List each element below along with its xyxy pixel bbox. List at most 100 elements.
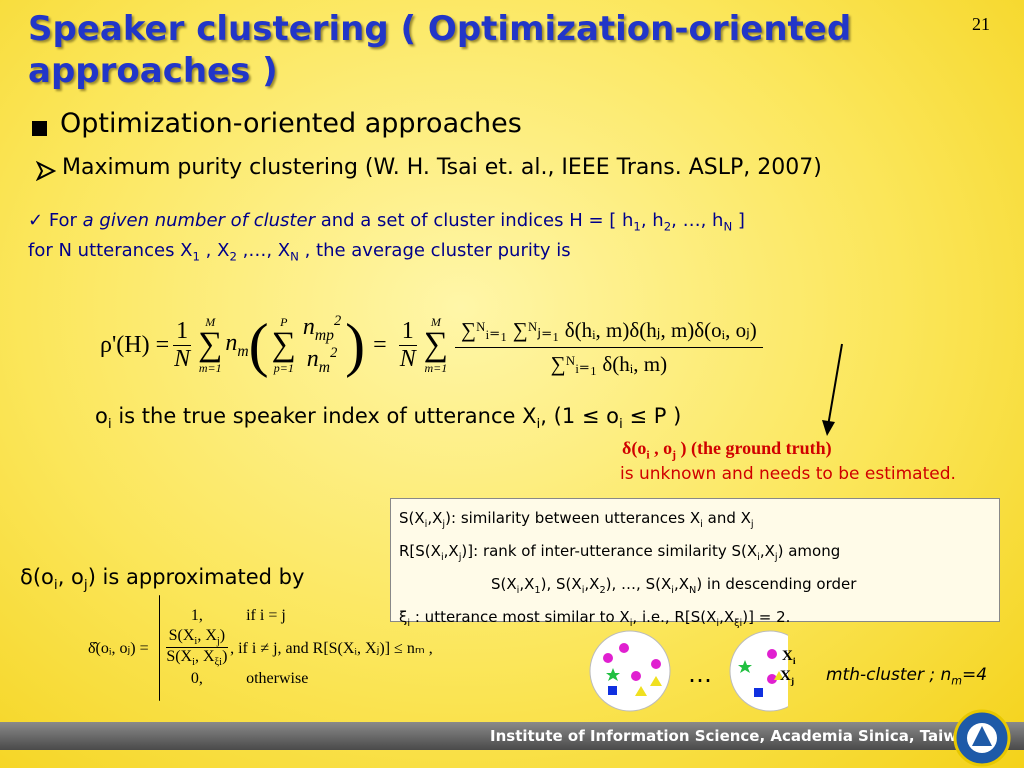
logo [953, 709, 1011, 767]
sub: m=1 [198, 361, 222, 375]
text-run: , X [199, 240, 230, 261]
sum: M ∑ m=1 [198, 316, 222, 374]
subscript: j [672, 448, 676, 462]
text-run: o [95, 404, 108, 428]
num: 1 [173, 318, 192, 346]
sigma: ∑ [198, 326, 223, 363]
text-run: =4 [962, 665, 988, 685]
num: S(Xi, Xj) [165, 626, 229, 648]
text-run: for N utterances X [28, 240, 193, 261]
subscript: i [671, 585, 674, 596]
text-run: , o [649, 438, 673, 458]
xj-label: Xj [780, 668, 794, 687]
num: nmp2 [303, 313, 341, 345]
text-run: ,X [584, 575, 600, 593]
text-run: ≤ P ) [622, 404, 682, 428]
den: nm2 [303, 345, 341, 377]
text-run: ), S(X [540, 575, 582, 593]
text-run: S(X [168, 626, 195, 644]
title: Speaker clustering ( Optimization-orient… [28, 9, 852, 91]
text-run: )]: rank of inter-utterance similarity S… [461, 542, 758, 560]
brace [158, 594, 160, 701]
text-run: , h [640, 210, 664, 231]
subscript: 1 [192, 249, 200, 264]
text-run: and X [702, 509, 751, 527]
text-run: ) [222, 648, 228, 665]
eq: = [373, 331, 387, 358]
sup: M [205, 315, 216, 329]
subscript: i [407, 618, 411, 629]
sub: m=1 [424, 361, 448, 375]
sum: M ∑ m=1 [424, 316, 448, 374]
cond: otherwise [246, 670, 309, 688]
arrow-bullet [36, 160, 56, 182]
text-run: ) (the ground truth) [676, 438, 832, 458]
box-line: S(Xi,X1), S(Xi,X2), …, S(Xi,XN) in desce… [399, 571, 999, 604]
subscript: i [424, 519, 428, 530]
text-run: n [225, 329, 238, 356]
subscript: m [237, 342, 249, 360]
den: ∑ᴺᵢ₌₁ δ(hᵢ, m) [550, 351, 668, 376]
subscript: i [716, 618, 720, 629]
subscript: 1 [633, 219, 641, 234]
subscript: N [290, 249, 299, 264]
frac: ∑ᴺᵢ₌₁ ∑ᴺⱼ₌₁ δ(hᵢ, m)δ(hⱼ, m)δ(oᵢ, oⱼ) ∑ᴺᵢ… [454, 314, 763, 377]
text-run: mth-cluster ; n [826, 665, 952, 685]
paren: ( [248, 311, 269, 378]
subscript: N [689, 585, 697, 596]
lead: For [48, 210, 77, 231]
check: ✓ [28, 210, 49, 231]
cases: 1, if i = j S(Xi, Xj) S(Xi, Xξi), if i ≠ j… [165, 606, 433, 688]
text-run: ) is approximated by [87, 565, 305, 589]
lhs: ρ'(H) = [100, 331, 170, 358]
text-run: ,X [427, 509, 443, 527]
subscript: j [774, 552, 778, 563]
subscript: 2 [599, 585, 606, 596]
box-line: S(Xi,Xj): similarity between utterances … [399, 505, 999, 538]
subscript: i [107, 416, 112, 433]
text-run: , i.e., R[S(X [632, 608, 717, 626]
ground-truth: δ(oi , oj ) (the ground truth) [622, 438, 832, 462]
subscript: i [646, 448, 650, 462]
subscript: i [792, 656, 796, 667]
text-run: S(X [491, 575, 517, 593]
frac: nmp2 nm2 [303, 313, 341, 377]
box-line: ξi : utterance most similar to Xi, i.e.,… [399, 604, 999, 637]
text-run: )] = 2. [742, 608, 791, 626]
text-run: X [780, 668, 791, 684]
case: 0, [190, 670, 203, 688]
text-run: ): similarity between utterances X [445, 509, 701, 527]
t: 2 [330, 345, 338, 361]
t: n [306, 346, 319, 372]
sum: P ∑ p=1 [272, 316, 296, 374]
subscript: j [458, 552, 462, 563]
clusters [589, 630, 788, 712]
cond: if i = j [246, 606, 286, 624]
subscript: i [757, 552, 760, 563]
text-run: is the true speaker index of utterance X [111, 404, 537, 428]
subscript: i [629, 618, 633, 629]
arrow [822, 343, 843, 436]
t: m [318, 358, 331, 376]
text-run: , X [197, 626, 217, 644]
t: 2 [333, 313, 342, 330]
den: N [174, 345, 191, 372]
approx-formula: δ̂(oᵢ, oⱼ) = 1, if i = j S(Xi, Xj) S(Xi, X… [88, 590, 433, 705]
paren: ) [345, 311, 366, 378]
text-run: ), …, S(X [605, 575, 672, 593]
subscript: j [442, 519, 446, 530]
text-run: ,X [673, 575, 690, 593]
bullet: Optimization-oriented approaches [60, 108, 522, 139]
text-run: ) among [777, 542, 841, 560]
subscript: ξi [734, 618, 743, 629]
t: n [302, 314, 315, 341]
subscript: i [700, 519, 703, 530]
text-run: and a set of cluster indices H = [ h [320, 210, 634, 231]
text-run: X [782, 648, 793, 664]
text-run: , X [194, 648, 215, 665]
footer-bar [0, 722, 1024, 750]
text-run: ,…, X [236, 240, 291, 261]
